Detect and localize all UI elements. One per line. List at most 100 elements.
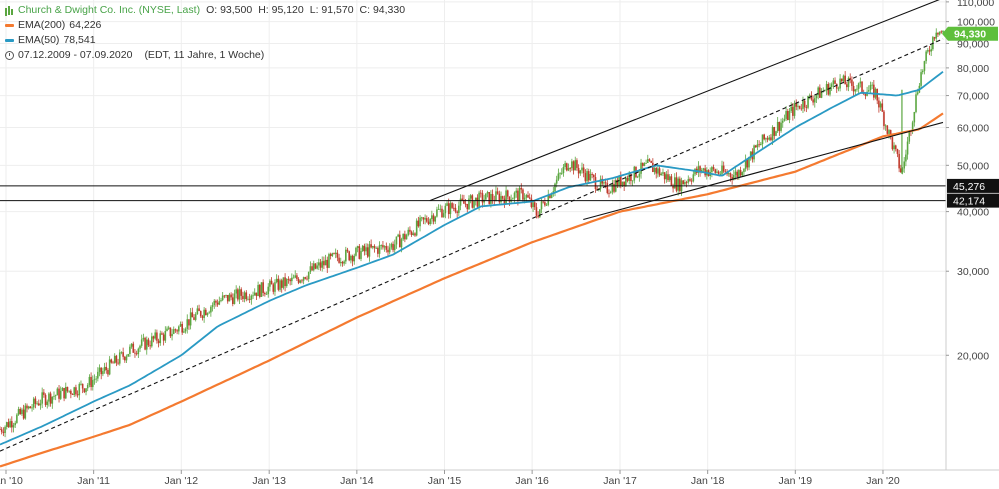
candle-body: [672, 185, 674, 189]
candle-body: [478, 192, 480, 207]
candle-body: [760, 143, 762, 146]
candle-body: [53, 395, 55, 397]
candle-body: [861, 81, 863, 92]
candle-body: [113, 355, 116, 364]
candle-body: [103, 366, 106, 372]
price-level-badge: [947, 193, 999, 208]
candle-body: [333, 253, 335, 254]
candle-body: [397, 234, 399, 237]
candle-body: [414, 233, 416, 236]
candle-body: [652, 162, 654, 173]
chart-legend: Church & Dwight Co. Inc. (NYSE, Last) O:…: [5, 3, 405, 63]
dashed-trendline[interactable]: [0, 38, 944, 452]
candle-body: [522, 189, 524, 200]
candle-body: [727, 173, 730, 175]
candle-body: [569, 168, 571, 169]
candle-body: [935, 32, 938, 39]
ema200-line: [0, 112, 944, 468]
candle-body: [117, 362, 119, 364]
candle-body: [210, 306, 212, 313]
candle-body: [523, 197, 526, 200]
candle-body: [49, 393, 52, 404]
candle-body: [238, 289, 241, 300]
candle-body: [549, 194, 551, 198]
candle-body: [485, 193, 487, 200]
candle-body: [658, 168, 661, 176]
ohlc-item: C: 94,330: [359, 4, 406, 16]
candle-body: [296, 275, 298, 279]
candle-body: [105, 366, 108, 371]
candle-body: [404, 233, 406, 240]
candle-body: [888, 130, 890, 134]
candle-body: [721, 165, 723, 174]
candles: [0, 28, 944, 438]
candle-body: [500, 196, 502, 203]
candle-body: [788, 110, 791, 121]
upper-trendline[interactable]: [429, 0, 943, 202]
candle-body: [98, 367, 101, 372]
candle-body: [91, 380, 94, 387]
ema50-label: EMA(50): [18, 34, 60, 46]
candle-body: [741, 172, 744, 176]
candle-body: [100, 367, 103, 375]
candle-body: [517, 190, 519, 201]
y-tick-label: 100,000: [957, 17, 995, 29]
candle-body: [167, 327, 170, 329]
candle-body: [815, 95, 818, 99]
candle-body: [940, 31, 943, 33]
candle-body: [441, 208, 443, 218]
candle-body: [85, 388, 87, 393]
candle-body: [716, 171, 718, 173]
candle-body: [648, 159, 651, 161]
candle-body: [458, 205, 460, 213]
candle-body: [156, 332, 158, 341]
candle-body: [108, 359, 111, 375]
candle-body: [132, 343, 135, 353]
candle-body: [456, 211, 458, 213]
candle-body: [685, 182, 688, 183]
candle-body: [449, 203, 452, 215]
y-tick-label: 20,000: [957, 350, 989, 362]
candle-body: [908, 131, 911, 142]
candle-body: [604, 182, 607, 184]
candle-body: [252, 295, 254, 297]
candle-body: [400, 239, 403, 248]
candle-body: [419, 217, 421, 227]
candle-body: [292, 277, 295, 279]
candle-body: [878, 100, 880, 108]
candle-body: [451, 203, 453, 208]
candle-body: [321, 261, 324, 268]
period-range: 07.12.2009 - 07.09.2020: [18, 49, 133, 61]
candle-body: [792, 106, 794, 116]
candle-body: [39, 403, 42, 406]
candle-body: [231, 297, 234, 305]
candle-body: [171, 333, 173, 337]
lower-trendline[interactable]: [583, 121, 944, 221]
candle-body: [662, 172, 664, 174]
candle-body: [112, 362, 114, 364]
candle-body: [771, 127, 774, 141]
candle-body: [17, 409, 20, 415]
ema50-swatch: [5, 39, 14, 42]
candle-body: [476, 197, 479, 207]
candle-body: [304, 277, 307, 279]
candle-body: [97, 371, 99, 379]
candle-body: [147, 339, 150, 346]
candle-body: [539, 209, 541, 218]
candle-body: [641, 162, 644, 166]
candle-body: [56, 388, 59, 396]
legend-row-ema50[interactable]: EMA(50) 78,541: [5, 33, 405, 48]
candle-body: [881, 103, 884, 112]
candle-body: [780, 122, 782, 131]
candle-body: [95, 378, 97, 380]
candle-body: [48, 393, 50, 402]
candle-body: [938, 31, 941, 35]
candle-body: [714, 169, 717, 173]
candle-body: [702, 168, 705, 170]
candle-body: [377, 247, 379, 254]
candle-body: [542, 201, 544, 203]
legend-row-ema200[interactable]: EMA(200) 64,226: [5, 18, 405, 33]
candle-body: [787, 111, 789, 121]
candle-body: [247, 298, 249, 300]
